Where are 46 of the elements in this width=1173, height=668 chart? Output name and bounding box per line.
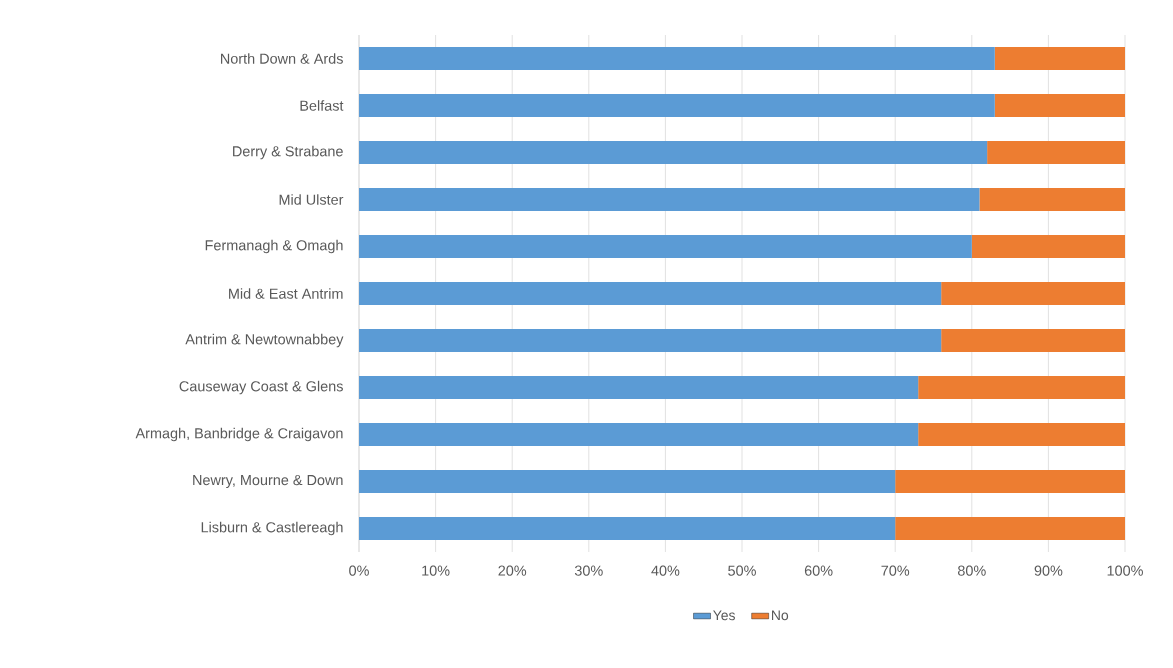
x-tick-label: 50% — [728, 565, 756, 576]
y-tick-label: Newry, Mourne & Down — [193, 475, 343, 488]
bar — [359, 376, 919, 399]
bar — [359, 470, 896, 493]
bar — [994, 47, 1126, 70]
x-tick-label: 70% — [881, 565, 910, 576]
y-tick-label: Belfast — [300, 100, 344, 111]
y-tick-label: Antrim & Newtownabbey — [185, 333, 344, 348]
x-tick-label: 20% — [498, 565, 527, 576]
x-tick-label: 10% — [422, 565, 450, 576]
bar — [359, 329, 942, 352]
bar — [895, 470, 1126, 493]
x-tick-label: 100% — [1107, 565, 1143, 576]
bar — [359, 517, 896, 541]
x-tick-label: 0% — [349, 565, 369, 576]
bar — [359, 141, 988, 164]
x-tick-label: 30% — [574, 565, 603, 576]
bar — [979, 188, 1126, 211]
y-tick-label: Causeway Coast & Glens — [179, 380, 343, 395]
bar — [941, 329, 1126, 352]
x-tick-label: 40% — [651, 565, 680, 576]
x-tick-label: 90% — [1034, 565, 1063, 576]
y-tick-label: Mid Ulster — [279, 194, 344, 205]
bar — [359, 47, 995, 70]
bar — [359, 423, 919, 446]
bar — [895, 517, 1126, 541]
legend-label: Yes — [713, 610, 735, 621]
legend-label: No — [772, 610, 789, 621]
bar — [994, 94, 1126, 117]
y-tick-label: North Down & Ards — [221, 53, 343, 64]
bar — [359, 188, 980, 211]
bar — [987, 141, 1126, 164]
y-tick-label: Mid & East Antrim — [229, 288, 343, 299]
y-tick-label: Fermanagh & Omagh — [205, 239, 343, 254]
bar — [359, 94, 995, 117]
x-tick-label: 60% — [804, 565, 833, 576]
bar — [941, 282, 1126, 305]
y-tick-label: Armagh, Banbridge & Craigavon — [135, 427, 343, 442]
y-tick-label: Lisburn & Castlereagh — [201, 521, 343, 536]
y-tick-label: Derry & Strabane — [233, 145, 343, 160]
x-tick-label: 80% — [957, 565, 986, 576]
bar — [359, 282, 942, 305]
bar — [918, 423, 1126, 446]
bar — [359, 235, 972, 258]
bar — [918, 376, 1126, 399]
bar — [971, 235, 1126, 258]
